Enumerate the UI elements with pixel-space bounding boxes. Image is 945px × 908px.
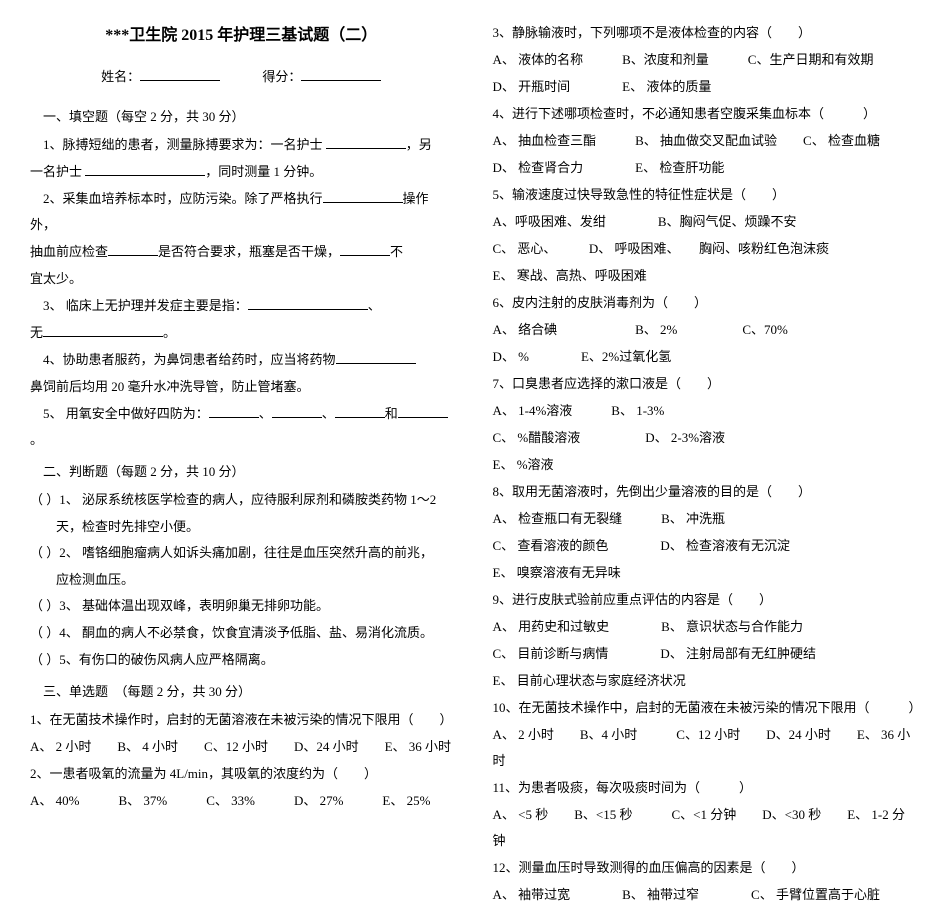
section2-header: 二、判断题（每题 2 分，共 10 分） <box>30 459 453 485</box>
c2-q3: 3、静脉输液时，下列哪项不是液体检查的内容（ ） <box>493 20 916 46</box>
c2-q10: 10、在无菌技术操作中，启封的无菌液在未被污染的情况下限用（ ） <box>493 695 916 721</box>
c2-q9-opts2: C、 目前诊断与病情 D、 注射局部有无红肿硬结 <box>493 641 916 667</box>
c2-q5-opts1: A、呼吸困难、发绀 B、胸闷气促、烦躁不安 <box>493 209 916 235</box>
s1-q2-cont: 抽血前应检查是否符合要求，瓶塞是否干燥，不 <box>30 239 453 265</box>
s1-q4: 4、协助患者服药，为鼻饲患者给药时，应当将药物 <box>30 347 453 373</box>
s2-q3: （ ）3、 基础体温出现双峰，表明卵巢无排卵功能。 <box>30 593 453 619</box>
c2-q12-opts: A、 袖带过宽 B、 袖带过窄 C、 手臂位置高于心脏 <box>493 882 916 908</box>
c2-q12: 12、测量血压时导致测得的血压偏高的因素是（ ） <box>493 855 916 881</box>
left-column: ***卫生院 2015 年护理三基试题（二） 姓名： 得分： 一、填空题（每空 … <box>10 20 473 649</box>
exam-title: ***卫生院 2015 年护理三基试题（二） <box>30 20 453 52</box>
c2-q4: 4、进行下述哪项检查时，不必通知患者空腹采集血标本（ ） <box>493 101 916 127</box>
s1-q1-cont: 一名护士 ，同时测量 1 分钟。 <box>30 159 453 185</box>
c2-q5-opts3: E、 寒战、高热、呼吸困难 <box>493 263 916 289</box>
s2-q5: （ ）5、有伤口的破伤风病人应严格隔离。 <box>30 647 453 673</box>
right-column: 3、静脉输液时，下列哪项不是液体检查的内容（ ） A、 液体的名称 B、浓度和剂… <box>473 20 936 649</box>
c2-q9-opts3: E、 目前心理状态与家庭经济状况 <box>493 668 916 694</box>
c2-q8: 8、取用无菌溶液时，先倒出少量溶液的目的是（ ） <box>493 479 916 505</box>
name-label: 姓名： <box>101 69 140 84</box>
c2-q8-opts1: A、 检查瓶口有无裂缝 B、 冲洗瓶 <box>493 506 916 532</box>
s1-q3-cont: 无。 <box>30 320 453 346</box>
c2-q4-opts1: A、 抽血检查三酯 B、 抽血做交叉配血试验 C、 检查血糖 <box>493 128 916 154</box>
s2-q2-cont: 应检测血压。 <box>30 567 453 593</box>
s2-q2: （ ）2、 嗜铬细胞瘤病人如诉头痛加剧，往往是血压突然升高的前兆， <box>30 540 453 566</box>
s2-q1-cont: 天，检查时先排空小便。 <box>30 514 453 540</box>
score-label: 得分： <box>262 69 301 84</box>
section3-header: 三、单选题 （每题 2 分，共 30 分） <box>30 679 453 705</box>
c2-q3-opts2: D、 开瓶时间 E、 液体的质量 <box>493 74 916 100</box>
s2-q4: （ ）4、 酮血的病人不必禁食，饮食宜清淡予低脂、盐、易消化流质。 <box>30 620 453 646</box>
c2-q11-opts: A、 <5 秒 B、<15 秒 C、<1 分钟 D、<30 秒 E、 1-2 分… <box>493 802 916 854</box>
s3-q1: 1、在无菌技术操作时，启封的无菌溶液在未被污染的情况下限用（ ） <box>30 707 453 733</box>
s2-q1: （ ）1、 泌尿系统核医学检查的病人，应待服利尿剂和磷胺类药物 1～2 <box>30 487 453 513</box>
c2-q8-opts2: C、 查看溶液的颜色 D、 检查溶液有无沉淀 <box>493 533 916 559</box>
s1-q1: 1、脉搏短绌的患者，测量脉搏要求为：一名护士 ，另 <box>30 132 453 158</box>
name-score-line: 姓名： 得分： <box>30 64 453 90</box>
c2-q5-opts2: C、 恶心、 D、 呼吸困难、 胸闷、咳粉红色泡沫痰 <box>493 236 916 262</box>
c2-q11: 11、为患者吸痰，每次吸痰时间为（ ） <box>493 775 916 801</box>
s3-q2-opts: A、 40% B、 37% C、 33% D、 27% E、 25% <box>30 788 453 814</box>
c2-q7-opts1: A、 1-4%溶液 B、 1-3% <box>493 398 916 424</box>
c2-q4-opts2: D、 检查肾合力 E、 检查肝功能 <box>493 155 916 181</box>
c2-q10-opts: A、 2 小时 B、4 小时 C、12 小时 D、24 小时 E、 36 小时 <box>493 722 916 774</box>
c2-q6: 6、皮内注射的皮肤消毒剂为（ ） <box>493 290 916 316</box>
section1-header: 一、填空题（每空 2 分，共 30 分） <box>30 104 453 130</box>
s1-q4-cont: 鼻饲前后均用 20 毫升水冲洗导管，防止管堵塞。 <box>30 374 453 400</box>
s1-q5: 5、 用氧安全中做好四防为：、、和。 <box>30 401 453 453</box>
c2-q9-opts1: A、 用药史和过敏史 B、 意识状态与合作能力 <box>493 614 916 640</box>
s1-q3: 3、 临床上无护理并发症主要是指：、 <box>30 293 453 319</box>
c2-q5: 5、输液速度过快导致急性的特征性症状是（ ） <box>493 182 916 208</box>
c2-q7: 7、口臭患者应选择的漱口液是（ ） <box>493 371 916 397</box>
s1-q2: 2、采集血培养标本时，应防污染。除了严格执行操作外， <box>30 186 453 238</box>
c2-q9: 9、进行皮肤式验前应重点评估的内容是（ ） <box>493 587 916 613</box>
s1-q2-cont2: 宜太少。 <box>30 266 453 292</box>
c2-q7-opts3: E、 %溶液 <box>493 452 916 478</box>
c2-q3-opts1: A、 液体的名称 B、浓度和剂量 C、生产日期和有效期 <box>493 47 916 73</box>
s3-q1-opts: A、 2 小时 B、 4 小时 C、12 小时 D、24 小时 E、 36 小时 <box>30 734 453 760</box>
c2-q6-opts2: D、 % E、2%过氧化氢 <box>493 344 916 370</box>
s3-q2: 2、一患者吸氧的流量为 4L/min，其吸氧的浓度约为（ ） <box>30 761 453 787</box>
c2-q8-opts3: E、 嗅察溶液有无异味 <box>493 560 916 586</box>
c2-q7-opts2: C、 %醋酸溶液 D、 2-3%溶液 <box>493 425 916 451</box>
c2-q6-opts1: A、 络合碘 B、 2% C、70% <box>493 317 916 343</box>
